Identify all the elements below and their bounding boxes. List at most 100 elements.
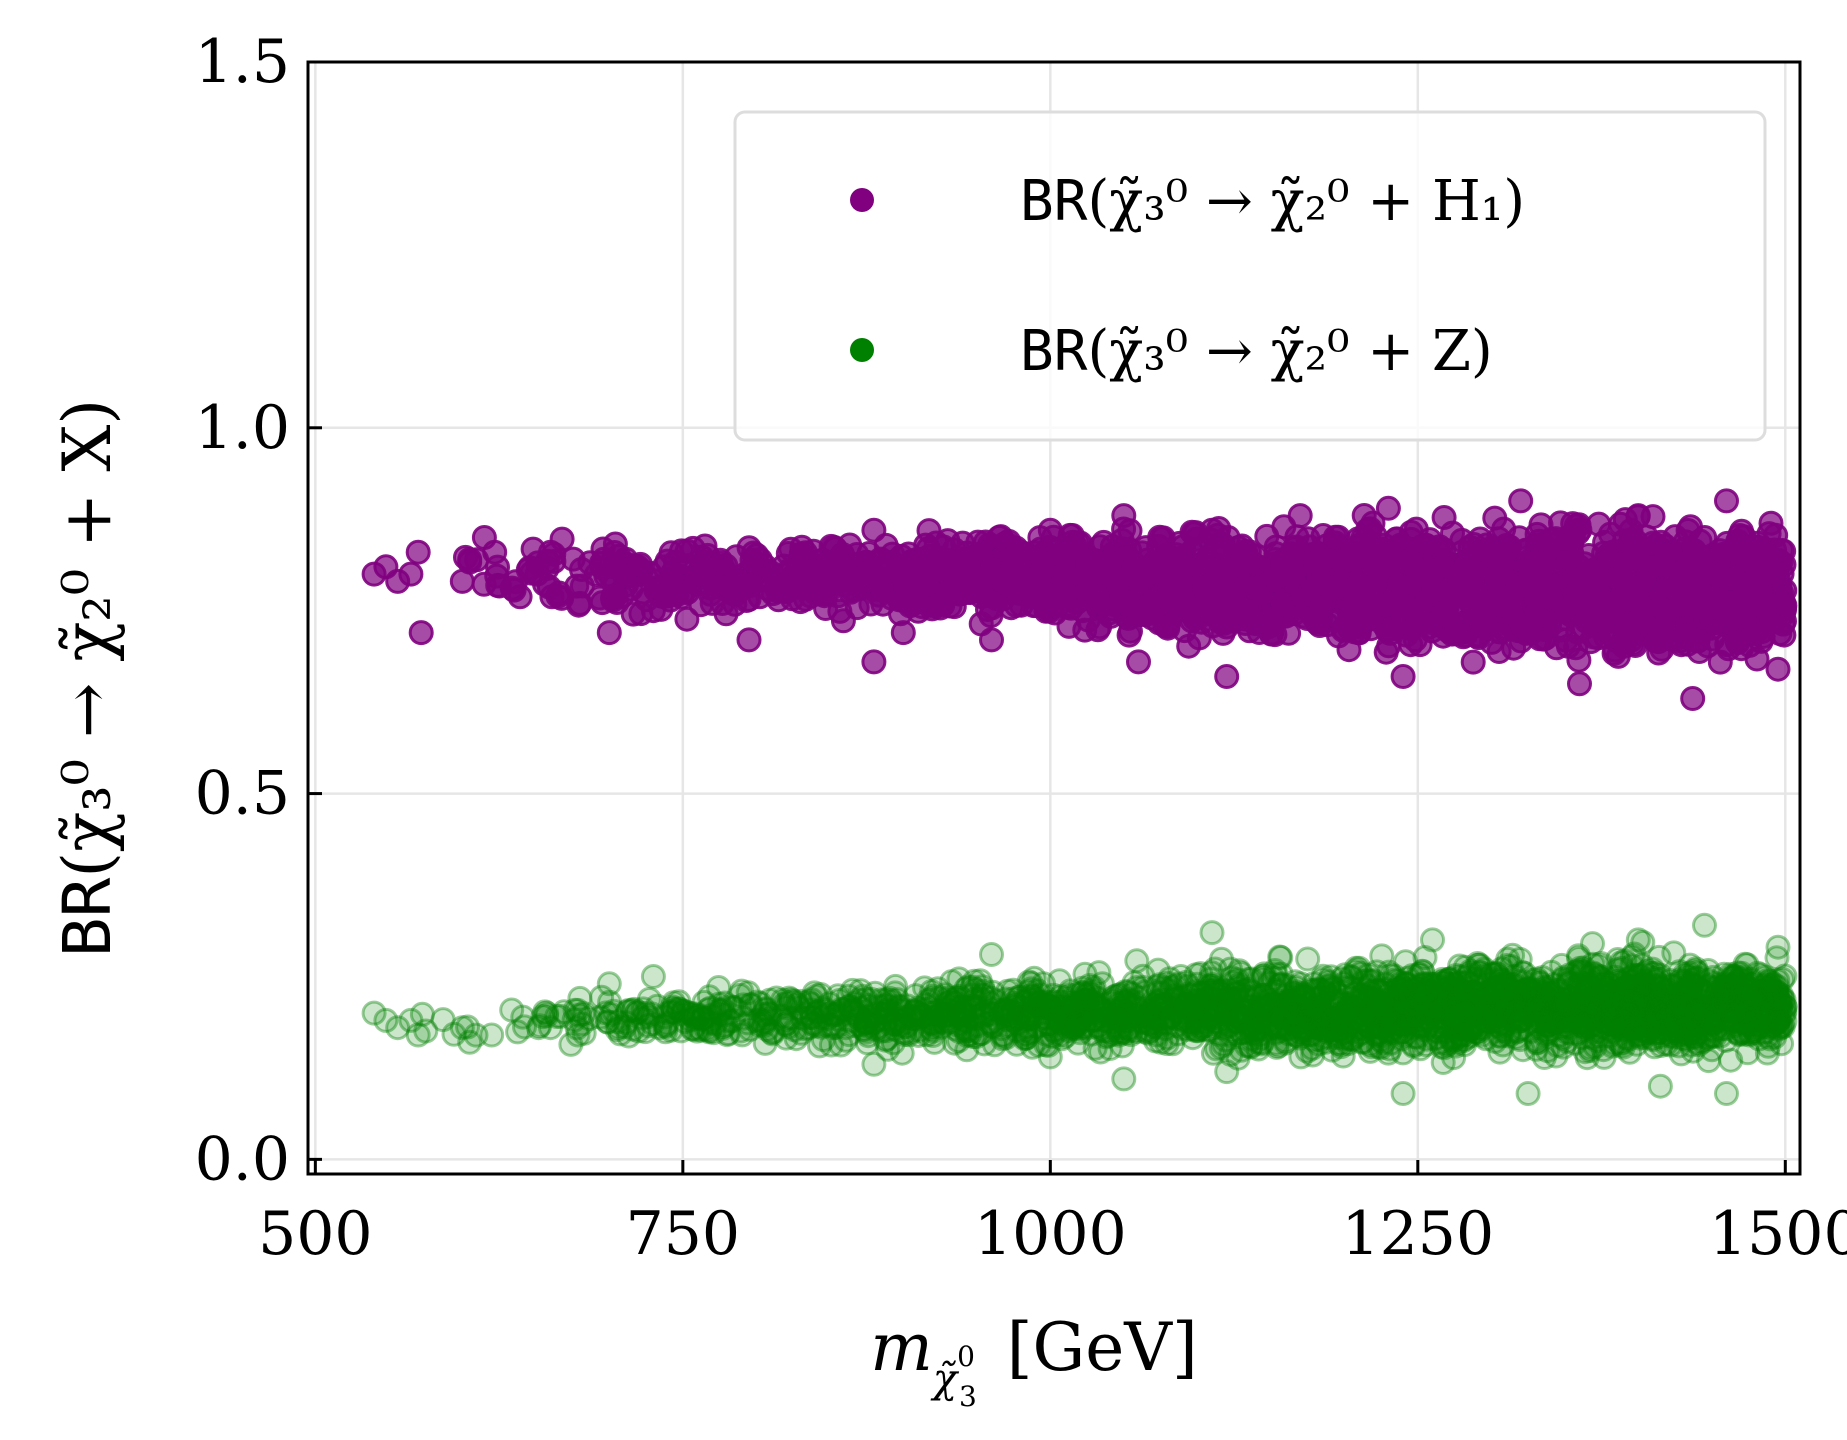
data-point <box>1627 574 1653 600</box>
data-point <box>1562 584 1588 610</box>
data-point <box>744 542 770 568</box>
data-point <box>1608 950 1634 976</box>
data-point <box>890 620 916 646</box>
data-point <box>1369 943 1395 969</box>
data-point <box>1524 521 1550 547</box>
data-point <box>988 524 1014 550</box>
data-point <box>1742 534 1767 560</box>
data-point <box>1460 649 1486 675</box>
data-point <box>602 554 628 580</box>
data-point <box>482 539 508 565</box>
data-point <box>398 561 424 587</box>
data-point <box>603 583 629 609</box>
data-point <box>1422 558 1448 584</box>
data-point <box>1518 620 1544 646</box>
data-point <box>1756 590 1782 616</box>
data-point <box>1764 563 1790 589</box>
data-point <box>1214 664 1240 689</box>
data-point <box>685 561 710 587</box>
data-point <box>1242 575 1268 601</box>
data-point <box>449 568 475 594</box>
data-point <box>499 997 525 1023</box>
data-point <box>699 590 725 616</box>
data-point <box>1345 592 1371 618</box>
data-point <box>1111 503 1137 529</box>
data-point <box>1446 563 1472 588</box>
data-point <box>1744 646 1770 672</box>
data-point <box>1029 546 1055 572</box>
data-point <box>1481 538 1507 564</box>
data-point <box>1375 495 1401 521</box>
data-point <box>1207 582 1233 608</box>
data-point <box>457 547 483 572</box>
data-point <box>736 627 762 653</box>
data-point <box>1541 587 1567 613</box>
data-point <box>1508 488 1534 514</box>
data-point <box>408 620 434 646</box>
data-point <box>1741 620 1767 646</box>
data-point <box>571 1020 597 1046</box>
data-point <box>1707 649 1733 675</box>
data-points <box>361 488 1798 1106</box>
data-point <box>1743 557 1769 583</box>
data-point <box>837 532 863 558</box>
data-point <box>1472 589 1498 615</box>
data-point <box>596 620 622 646</box>
data-point <box>1440 520 1465 546</box>
data-point <box>1675 518 1701 543</box>
data-point <box>1379 590 1405 615</box>
data-point <box>979 627 1004 653</box>
data-point <box>627 551 653 577</box>
data-point <box>648 576 674 602</box>
data-point <box>1680 686 1706 711</box>
data-point <box>1122 552 1148 578</box>
data-point <box>1487 562 1513 588</box>
data-point <box>1402 627 1428 653</box>
data-point <box>1691 584 1717 610</box>
data-point <box>788 564 814 590</box>
data-point <box>1009 575 1035 601</box>
data-point <box>789 534 815 560</box>
data-point <box>545 583 571 609</box>
data-point <box>640 598 666 624</box>
data-point <box>567 590 593 616</box>
data-point <box>1287 503 1313 529</box>
data-point <box>1390 664 1416 689</box>
data-point <box>1368 552 1394 578</box>
data-point <box>909 546 935 572</box>
data-point <box>830 608 856 634</box>
data-point <box>1622 633 1648 658</box>
data-point <box>1711 566 1737 592</box>
data-point <box>1532 549 1558 575</box>
data-point <box>1567 671 1592 697</box>
data-point <box>658 540 684 566</box>
data-point <box>1139 605 1165 631</box>
series-h1 <box>361 488 1798 711</box>
data-point <box>861 649 887 675</box>
data-point <box>1298 576 1324 602</box>
data-point <box>1714 488 1739 514</box>
data-point <box>1332 547 1358 573</box>
data-point <box>1430 602 1456 628</box>
data-point <box>1493 589 1519 614</box>
data-point <box>1591 973 1616 999</box>
data-point <box>1578 561 1603 587</box>
data-point <box>1064 530 1090 556</box>
data-point <box>1037 517 1063 543</box>
data-point <box>909 594 935 620</box>
data-point <box>1586 511 1612 537</box>
data-point <box>1661 940 1687 966</box>
data-point <box>856 559 882 585</box>
series-z <box>361 912 1798 1106</box>
data-point <box>766 575 792 601</box>
data-point <box>1322 524 1348 550</box>
data-point <box>1171 590 1197 616</box>
data-point <box>1765 656 1791 682</box>
data-point <box>1229 600 1255 626</box>
data-point <box>1625 503 1651 529</box>
data-point <box>809 581 835 607</box>
data-point <box>1667 628 1693 654</box>
data-point <box>405 539 431 565</box>
